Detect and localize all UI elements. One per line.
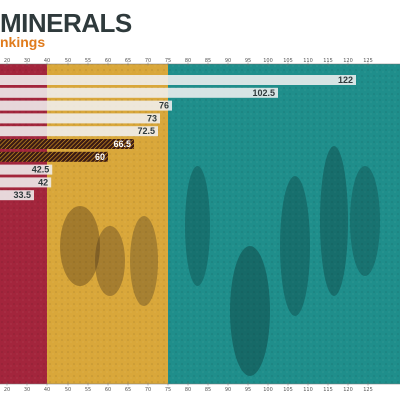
bottom-axis-tick-label: 75 [165, 387, 171, 393]
top-axis-tick-label: 85 [205, 58, 211, 64]
bottom-axis-tick-label: 100 [263, 387, 273, 393]
top-axis-tick-label: 100 [263, 58, 273, 64]
top-axis-tick-label: 40 [44, 58, 50, 64]
bottom-axis-tick-label: 95 [245, 387, 251, 393]
photo-figure [230, 246, 270, 376]
bottom-axis-tick-label: 20 [4, 387, 10, 393]
photo-figure [320, 146, 348, 296]
bar-6 [0, 151, 108, 162]
bottom-axis-tick-label: 115 [323, 387, 333, 393]
top-axis-tick-label: 110 [303, 58, 313, 64]
bar-9 [0, 190, 34, 201]
top-axis-tick-label: 95 [245, 58, 251, 64]
bottom-axis-tick-label: 125 [363, 387, 373, 393]
bottom-axis-tick-label: 110 [303, 387, 313, 393]
top-axis-tick-label: 80 [185, 58, 191, 64]
photo-figure [350, 166, 380, 276]
top-axis-tick-label: 120 [343, 58, 353, 64]
bar-value-label: 102.5 [252, 88, 275, 98]
bottom-axis-tick-label: 90 [225, 387, 231, 393]
bar-5 [0, 139, 134, 149]
top-axis-tick-label: 115 [323, 58, 333, 64]
photo-figure [185, 166, 210, 286]
bar-value-label: 72.5 [137, 126, 155, 136]
bar-value-label: 73 [147, 113, 157, 123]
photo-figure [95, 226, 125, 296]
bar-value-label: 60 [95, 152, 105, 162]
bottom-axis-tick-label: 105 [283, 387, 293, 393]
bar-value-label: 42 [38, 177, 48, 187]
top-axis-tick-label: 125 [363, 58, 373, 64]
bottom-axis-tick-label: 80 [185, 387, 191, 393]
bar-value-label: 122 [338, 75, 353, 85]
bottom-axis-tick-label: 50 [65, 387, 71, 393]
photo-figure [280, 176, 310, 316]
top-axis-tick-label: 50 [65, 58, 71, 64]
photo-figure [60, 206, 100, 286]
bar-1 [0, 87, 278, 98]
bottom-axis-tick-label: 55 [85, 387, 91, 393]
bottom-axis-tick-label: 65 [125, 387, 131, 393]
top-axis-tick-label: 55 [85, 58, 91, 64]
chart-subtitle: nkings [0, 34, 46, 50]
bar-8 [0, 177, 52, 188]
top-axis-tick-label: 90 [225, 58, 231, 64]
bar-value-label: 66.5 [113, 139, 131, 149]
bar-chart: 20 30 40 50 55 60 65 70 75 80 85 90 95 100 105 110 115 12… [0, 58, 400, 393]
bar-4 [0, 126, 158, 137]
photo-figure [130, 216, 158, 306]
top-axis-tick-label: 20 [4, 58, 10, 64]
bar-3 [0, 113, 160, 124]
top-axis-tick-label: 75 [165, 58, 171, 64]
top-axis-tick-label: 105 [283, 58, 293, 64]
bottom-axis-tick-label: 85 [205, 387, 211, 393]
bar-7 [0, 164, 53, 175]
bar-value-label: 76 [159, 101, 169, 111]
bar-value-label: 33.5 [13, 190, 31, 200]
top-axis-tick-label: 65 [125, 58, 131, 64]
bar-2 [0, 100, 172, 111]
top-axis-tick-label: 60 [105, 58, 111, 64]
bottom-axis-tick-label: 60 [105, 387, 111, 393]
bottom-axis-tick-label: 120 [343, 387, 353, 393]
bottom-axis-tick-label: 70 [145, 387, 151, 393]
bar-0 [0, 75, 356, 85]
bottom-axis-tick-label: 30 [24, 387, 30, 393]
chart-title: MINERALS [0, 8, 132, 38]
bottom-axis-tick-label: 40 [44, 387, 50, 393]
bar-value-label: 42.5 [32, 165, 50, 175]
top-axis-tick-label: 30 [24, 58, 30, 64]
top-axis-tick-label: 70 [145, 58, 151, 64]
